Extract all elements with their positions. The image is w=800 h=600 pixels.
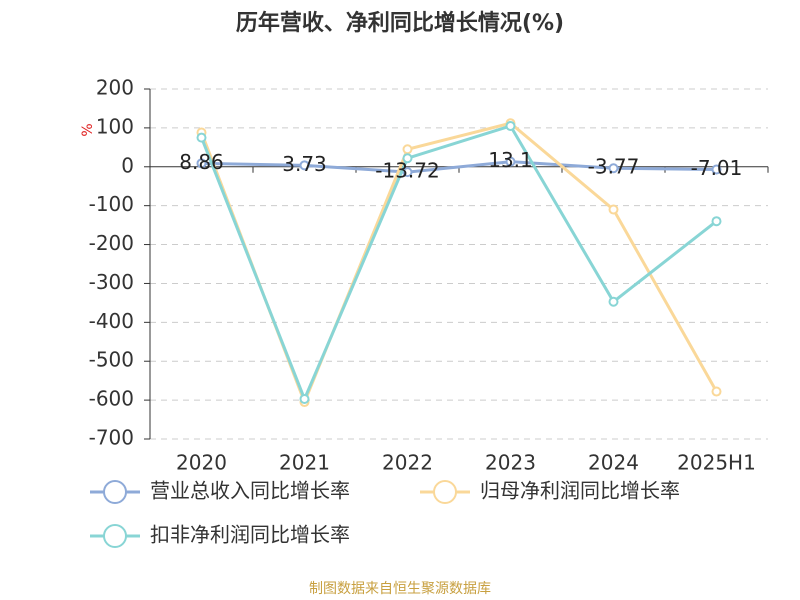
data-point <box>608 296 619 307</box>
y-tick-label: -100 <box>89 192 134 216</box>
y-tick-label: -500 <box>89 348 134 372</box>
data-label: 13.1 <box>488 148 533 172</box>
data-point <box>608 204 619 215</box>
data-point <box>402 153 413 164</box>
data-point <box>711 216 722 227</box>
legend-label: 扣非净利润同比增长率 <box>150 523 350 547</box>
data-point <box>196 132 207 143</box>
y-tick-label: -600 <box>89 387 134 411</box>
data-label: -7.01 <box>691 156 743 180</box>
data-point <box>196 158 207 169</box>
data-label: 3.73 <box>282 152 327 176</box>
data-point <box>402 144 413 155</box>
x-tick-label: 2023 <box>485 451 536 475</box>
legend-marker <box>433 480 457 504</box>
legend-marker <box>103 480 127 504</box>
series-line <box>201 160 717 174</box>
x-tick-label: 2024 <box>588 451 639 475</box>
chart-title: 历年营收、净利同比增长情况(%) <box>236 10 564 36</box>
legend-label: 归母净利润同比增长率 <box>480 479 680 503</box>
data-point <box>608 163 619 174</box>
data-point <box>299 393 310 404</box>
data-point <box>505 120 516 131</box>
data-point <box>402 167 413 178</box>
y-tick-label: 200 <box>96 76 134 100</box>
data-label: -13.72 <box>375 159 439 183</box>
y-tick-label: -200 <box>89 231 134 255</box>
x-tick-label: 2022 <box>382 451 433 475</box>
x-tick-label: 2021 <box>279 451 330 475</box>
x-tick-label: 2020 <box>176 451 227 475</box>
y-tick-label: -700 <box>89 426 134 450</box>
legend-marker <box>103 524 127 548</box>
data-point <box>711 386 722 397</box>
data-label: 8.86 <box>179 150 224 174</box>
data-label: -3.77 <box>588 155 640 179</box>
source-note: 制图数据来自恒生聚源数据库 <box>309 581 491 597</box>
y-tick-label: 0 <box>121 153 134 177</box>
y-tick-label: 100 <box>96 114 134 138</box>
x-tick-label: 2025H1 <box>677 451 756 475</box>
y-tick-label: -300 <box>89 270 134 294</box>
data-point <box>299 160 310 171</box>
legend-label: 营业总收入同比增长率 <box>150 479 350 503</box>
data-point <box>505 156 516 167</box>
y-axis-label: % <box>80 123 96 136</box>
series-line <box>200 124 718 403</box>
y-tick-label: -400 <box>89 309 134 333</box>
data-point <box>711 164 722 175</box>
